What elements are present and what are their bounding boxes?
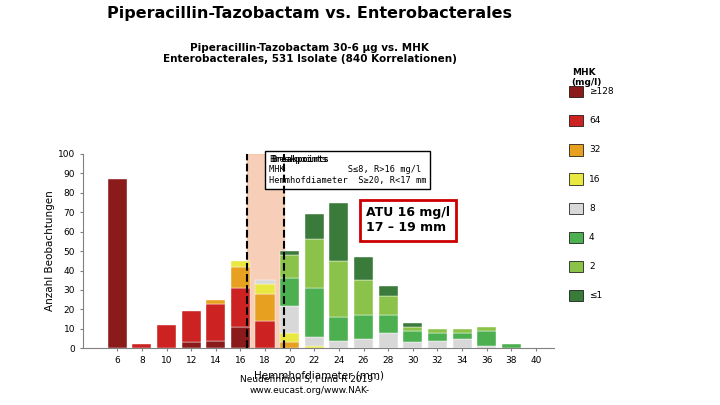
Bar	[231, 327, 250, 348]
Bar	[329, 317, 348, 341]
Text: 32: 32	[589, 145, 600, 154]
Bar	[502, 344, 521, 348]
Text: 2: 2	[589, 262, 595, 271]
Bar	[329, 261, 348, 317]
Bar	[181, 343, 201, 348]
Bar	[231, 261, 250, 266]
Bar	[206, 300, 225, 304]
Bar	[403, 323, 423, 327]
Bar	[428, 333, 447, 341]
Bar	[428, 341, 447, 348]
Bar	[305, 288, 324, 337]
Bar	[477, 327, 496, 331]
Bar	[132, 344, 151, 348]
Bar	[354, 280, 373, 315]
Bar	[256, 280, 274, 284]
Bar	[256, 294, 274, 321]
Y-axis label: Anzahl Beobachtungen: Anzahl Beobachtungen	[45, 191, 55, 311]
Bar	[305, 337, 324, 346]
Bar	[379, 333, 397, 348]
Text: Piperacillin-Tazobactam 30-6 μg vs. MHK
Enterobacterales, 531 Isolate (840 Korre: Piperacillin-Tazobactam 30-6 μg vs. MHK …	[163, 43, 456, 64]
Bar	[280, 343, 300, 348]
Bar	[354, 257, 373, 280]
Bar	[305, 239, 324, 288]
Bar	[256, 321, 274, 348]
Bar	[280, 333, 300, 343]
Text: MHK
(mg/l): MHK (mg/l)	[572, 68, 602, 87]
Bar	[403, 343, 423, 348]
Text: ≥128: ≥128	[589, 87, 613, 96]
Bar	[403, 327, 423, 331]
Bar	[354, 339, 373, 348]
Bar	[231, 266, 250, 288]
Bar	[206, 341, 225, 348]
Bar	[157, 325, 176, 348]
Text: 8: 8	[589, 204, 595, 213]
Bar	[354, 315, 373, 339]
Bar	[246, 154, 284, 348]
Text: 64: 64	[589, 116, 600, 125]
Bar	[452, 333, 472, 339]
Bar	[280, 251, 300, 255]
Text: ATU 16 mg/l
17 – 19 mm: ATU 16 mg/l 17 – 19 mm	[366, 207, 450, 234]
Text: 16: 16	[589, 175, 600, 183]
Bar	[477, 346, 496, 348]
Bar	[305, 214, 324, 239]
Bar	[256, 284, 274, 294]
Text: 4: 4	[589, 233, 595, 242]
Bar	[379, 296, 397, 315]
Bar	[379, 315, 397, 333]
Bar	[280, 305, 300, 333]
Bar	[206, 304, 225, 341]
Text: Breakpoints: Breakpoints	[271, 155, 329, 164]
Bar	[452, 339, 472, 348]
Bar	[231, 288, 250, 327]
Bar	[379, 286, 397, 296]
Bar	[108, 179, 127, 348]
Bar	[280, 255, 300, 278]
Bar	[477, 331, 496, 346]
Bar	[280, 278, 300, 305]
Bar	[329, 341, 348, 348]
X-axis label: Hemmhofdiameter (mm): Hemmhofdiameter (mm)	[253, 371, 384, 380]
Text: Neudefinition S, I und R 2019 -
www.eucast.org/www.NAK-: Neudefinition S, I und R 2019 - www.euca…	[240, 375, 379, 395]
Bar	[452, 329, 472, 333]
Text: Breakpoints
MHK            S≤8, R>16 mg/l
Hemmhofdiameter  S≥20, R<17 mm: Breakpoints MHK S≤8, R>16 mg/l Hemmhofdi…	[269, 155, 426, 185]
Bar	[181, 311, 201, 343]
Bar	[403, 331, 423, 343]
Text: Piperacillin-Tazobactam vs. Enterobacterales: Piperacillin-Tazobactam vs. Enterobacter…	[107, 6, 512, 21]
Bar	[329, 202, 348, 261]
Bar	[305, 346, 324, 348]
Bar	[428, 329, 447, 333]
Text: ≤1: ≤1	[589, 291, 602, 300]
